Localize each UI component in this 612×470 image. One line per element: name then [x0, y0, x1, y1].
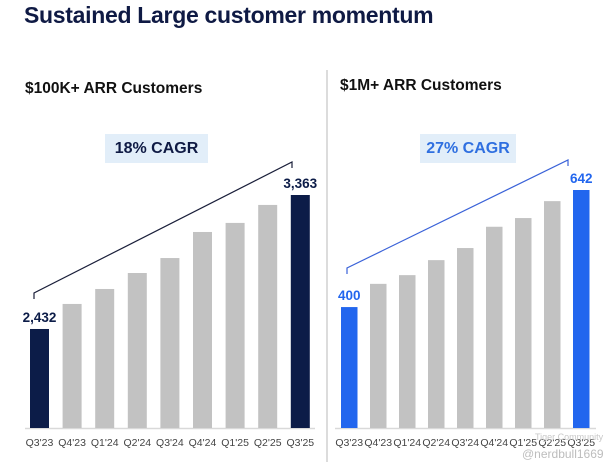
left-bar	[193, 231, 212, 428]
right-data-label: 400	[338, 288, 361, 303]
left-bar	[95, 288, 115, 428]
right-bar	[573, 190, 590, 428]
left-x-tick-label: Q3'25	[286, 437, 314, 449]
left-x-tick-label: Q3'24	[156, 437, 184, 449]
left-bar	[30, 328, 49, 428]
right-bar	[428, 260, 445, 428]
watermark-brand: Tiger Community	[535, 432, 604, 442]
right-bar	[399, 275, 416, 428]
left-x-tick-label: Q2'24	[123, 437, 151, 449]
left-data-label: 2,432	[23, 310, 57, 325]
left-x-tick-label: Q3'23	[26, 437, 54, 449]
watermark-handle: @nerdbull1669	[522, 447, 604, 461]
left-bar	[225, 222, 245, 428]
right-bar	[515, 218, 532, 428]
right-bar	[370, 283, 387, 428]
left-x-tick-label: Q4'24	[189, 437, 217, 449]
left-bar	[290, 195, 310, 428]
right-bar	[486, 226, 503, 428]
left-x-tick-label: Q4'23	[58, 437, 86, 449]
right-chart-title: $1M+ ARR Customers	[340, 77, 502, 94]
panel-divider	[326, 70, 328, 462]
right-x-tick-label: Q2'24	[422, 437, 450, 449]
left-data-label: 3,363	[283, 176, 317, 191]
right-bar	[457, 248, 474, 428]
right-x-tick-label: Q3'24	[451, 437, 479, 449]
right-x-tick-label: Q1'25	[509, 437, 537, 449]
right-x-tick-label: Q2'25	[538, 437, 566, 449]
right-cagr-badge: 27% CAGR	[420, 134, 516, 163]
right-x-tick-label: Q3'23	[335, 437, 363, 449]
left-cagr-bracket	[33, 161, 293, 299]
page-title: Sustained Large customer momentum	[24, 2, 434, 28]
right-bar	[341, 307, 358, 428]
left-cagr-badge: 18% CAGR	[105, 134, 208, 163]
left-bar	[160, 258, 180, 428]
left-x-tick-label: Q1'24	[91, 437, 119, 449]
left-bar	[62, 303, 82, 428]
right-x-tick-label: Q1'24	[393, 437, 421, 449]
left-bar	[258, 204, 278, 428]
right-x-tick-label: Q3'25	[567, 437, 595, 449]
left-chart-title: $100K+ ARR Customers	[25, 80, 203, 97]
left-x-tick-label: Q2'25	[254, 437, 282, 449]
left-bar	[127, 273, 147, 428]
right-data-label: 642	[570, 171, 593, 186]
right-x-tick-label: Q4'23	[364, 437, 392, 449]
right-cagr-bracket	[346, 159, 569, 274]
right-bar	[544, 201, 561, 428]
left-x-tick-label: Q1'25	[221, 437, 249, 449]
right-x-tick-label: Q4'24	[480, 437, 508, 449]
